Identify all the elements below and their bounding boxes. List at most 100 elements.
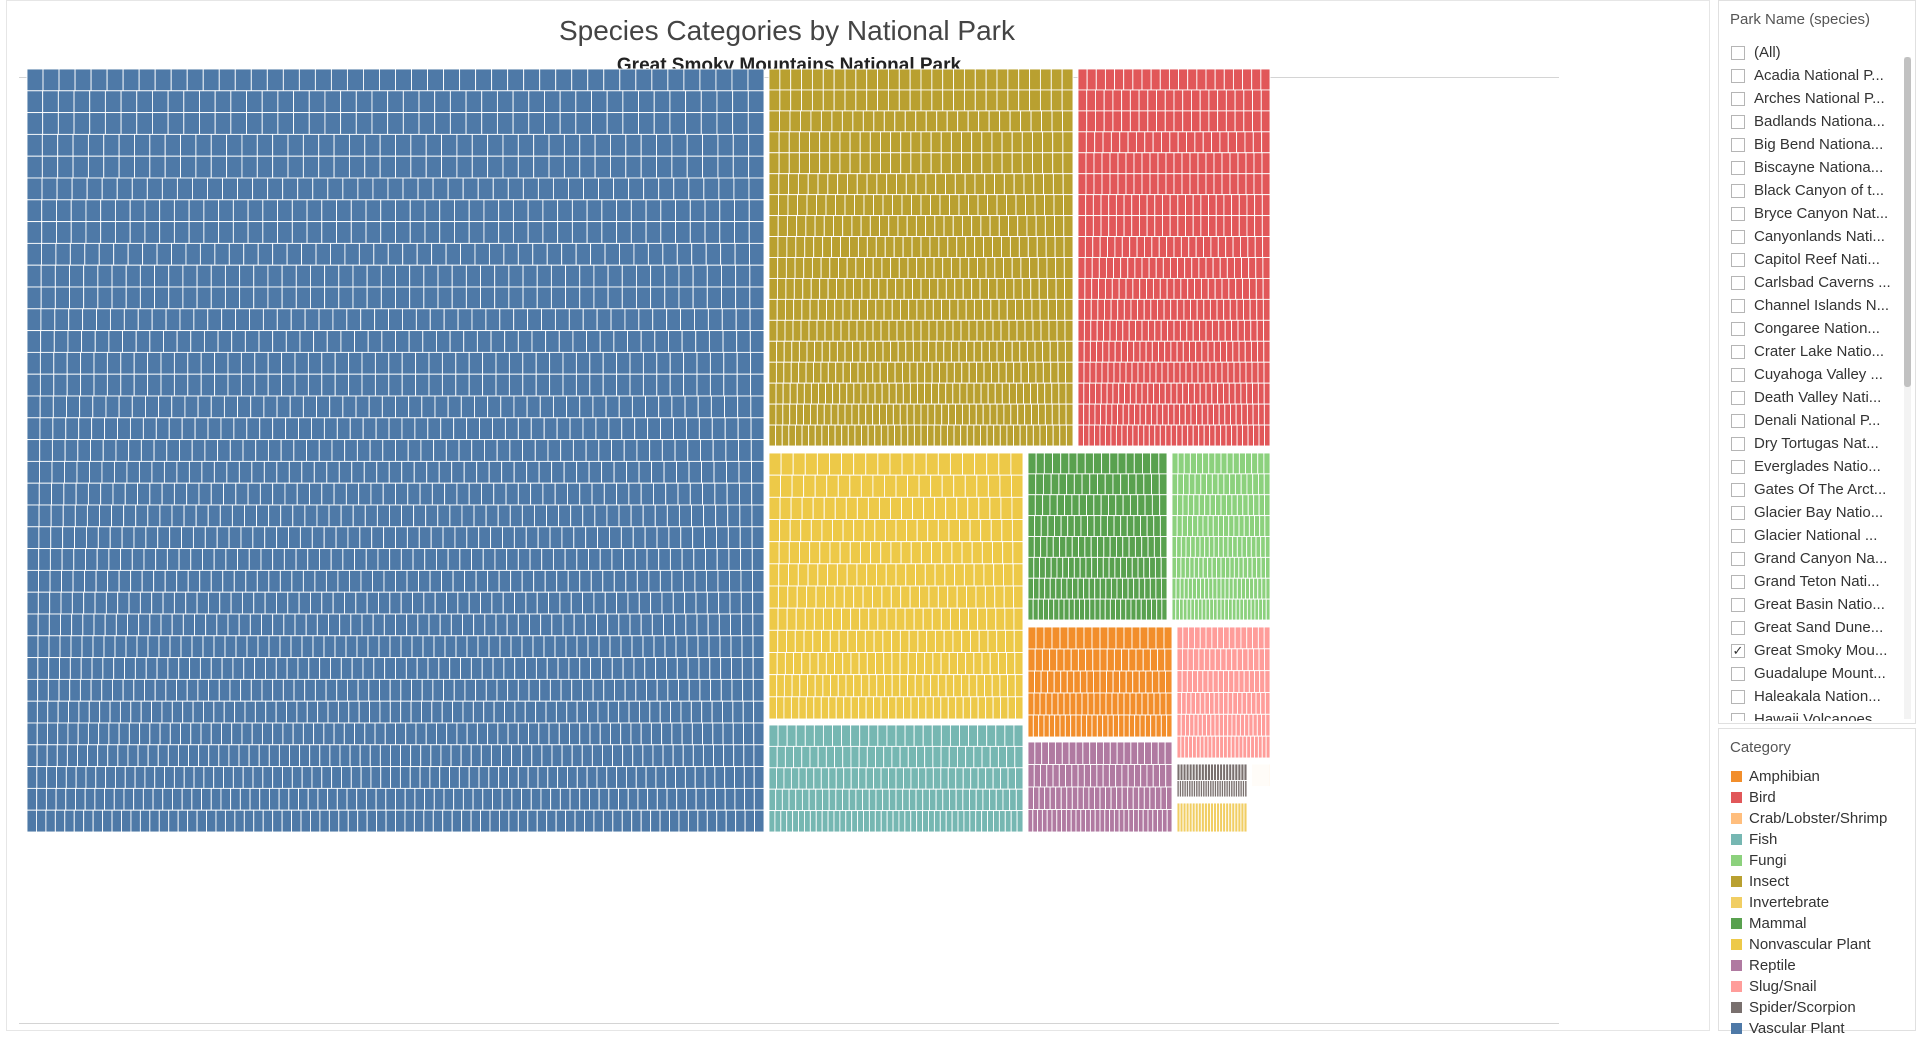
species-cell[interactable] [508, 286, 524, 310]
species-cell[interactable] [562, 351, 577, 375]
species-cell[interactable] [805, 215, 816, 238]
species-cell[interactable] [428, 613, 441, 637]
species-cell[interactable] [423, 264, 439, 288]
species-cell[interactable] [1082, 786, 1090, 810]
species-cell[interactable] [1234, 763, 1239, 781]
species-cell[interactable] [852, 277, 863, 300]
species-cell[interactable] [1054, 236, 1065, 258]
species-cell[interactable] [1024, 403, 1033, 426]
species-cell[interactable] [272, 809, 283, 833]
species-cell[interactable] [204, 526, 218, 550]
species-cell[interactable] [327, 700, 339, 724]
species-cell[interactable] [1244, 340, 1252, 363]
species-cell[interactable] [1219, 340, 1228, 363]
species-cell[interactable] [1100, 215, 1110, 238]
species-cell[interactable] [647, 242, 664, 266]
species-cell[interactable] [483, 199, 500, 223]
species-cell[interactable] [251, 460, 265, 484]
species-cell[interactable] [1235, 598, 1241, 621]
species-cell[interactable] [313, 460, 328, 484]
species-cell[interactable] [276, 460, 290, 484]
species-cell[interactable] [716, 112, 734, 135]
species-cell[interactable] [307, 787, 319, 811]
species-cell[interactable] [237, 177, 254, 201]
species-cell[interactable] [542, 482, 556, 506]
species-cell[interactable] [890, 496, 902, 520]
species-cell[interactable] [776, 745, 786, 769]
species-cell[interactable] [41, 177, 58, 201]
species-cell[interactable] [864, 629, 875, 653]
species-cell[interactable] [1260, 89, 1271, 112]
species-cell[interactable] [1054, 714, 1061, 738]
species-cell[interactable] [725, 439, 740, 462]
species-cell[interactable] [173, 373, 189, 397]
species-cell[interactable] [465, 90, 483, 114]
species-cell[interactable] [418, 526, 432, 550]
species-cell[interactable] [1214, 68, 1225, 91]
species-cell[interactable] [904, 319, 914, 342]
species-cell[interactable] [474, 395, 489, 419]
species-cell[interactable] [852, 340, 861, 363]
species-cell[interactable] [601, 199, 618, 223]
species-cell[interactable] [814, 215, 825, 238]
species-cell[interactable] [321, 482, 335, 506]
species-cell[interactable] [1122, 494, 1131, 517]
species-cell[interactable] [967, 496, 980, 520]
species-cell[interactable] [1238, 194, 1248, 217]
species-cell[interactable] [830, 674, 839, 698]
species-cell[interactable] [1125, 361, 1133, 384]
species-cell[interactable] [1087, 692, 1095, 716]
species-cell[interactable] [1062, 556, 1069, 579]
legend-item[interactable]: Nonvascular Plant [1731, 934, 1913, 955]
species-cell[interactable] [749, 286, 765, 310]
species-cell[interactable] [261, 678, 274, 702]
species-cell[interactable] [488, 766, 500, 789]
species-cell[interactable] [768, 541, 780, 565]
species-cell[interactable] [856, 563, 868, 587]
species-cell[interactable] [968, 361, 978, 384]
species-cell[interactable] [395, 221, 411, 244]
species-cell[interactable] [352, 264, 368, 288]
species-cell[interactable] [272, 722, 284, 746]
species-cell[interactable] [883, 298, 893, 321]
species-cell[interactable] [1118, 277, 1127, 300]
species-cell[interactable] [275, 700, 287, 724]
species-cell[interactable] [1047, 670, 1055, 694]
species-cell[interactable] [1165, 173, 1175, 196]
species-cell[interactable] [552, 395, 568, 419]
species-cell[interactable] [778, 152, 790, 175]
species-cell[interactable] [941, 403, 950, 426]
species-cell[interactable] [956, 496, 969, 520]
species-cell[interactable] [351, 657, 364, 680]
species-cell[interactable] [1228, 577, 1234, 600]
species-cell[interactable] [882, 629, 893, 653]
species-cell[interactable] [928, 277, 939, 300]
species-cell[interactable] [1150, 403, 1158, 426]
species-cell[interactable] [1238, 515, 1245, 537]
species-cell[interactable] [901, 452, 915, 476]
species-cell[interactable] [1099, 786, 1106, 810]
species-cell[interactable] [1003, 173, 1015, 196]
species-cell[interactable] [1227, 713, 1233, 737]
species-cell[interactable] [965, 652, 975, 676]
species-cell[interactable] [1050, 361, 1059, 384]
species-cell[interactable] [1094, 786, 1101, 810]
species-cell[interactable] [314, 678, 327, 702]
species-cell[interactable] [517, 766, 529, 789]
species-cell[interactable] [1014, 674, 1024, 698]
species-cell[interactable] [1203, 735, 1209, 759]
species-cell[interactable] [1225, 89, 1236, 112]
species-cell[interactable] [306, 221, 323, 244]
species-cell[interactable] [1045, 692, 1053, 716]
species-cell[interactable] [1195, 692, 1201, 715]
species-cell[interactable] [199, 112, 216, 135]
species-cell[interactable] [528, 112, 545, 135]
species-cell[interactable] [539, 678, 551, 702]
species-cell[interactable] [1064, 277, 1074, 300]
species-cell[interactable] [334, 351, 350, 375]
species-cell[interactable] [1002, 541, 1014, 565]
species-cell[interactable] [530, 787, 542, 811]
species-cell[interactable] [636, 439, 651, 462]
species-cell[interactable] [1173, 110, 1184, 133]
category-block[interactable]: Mammal [1027, 452, 1168, 621]
